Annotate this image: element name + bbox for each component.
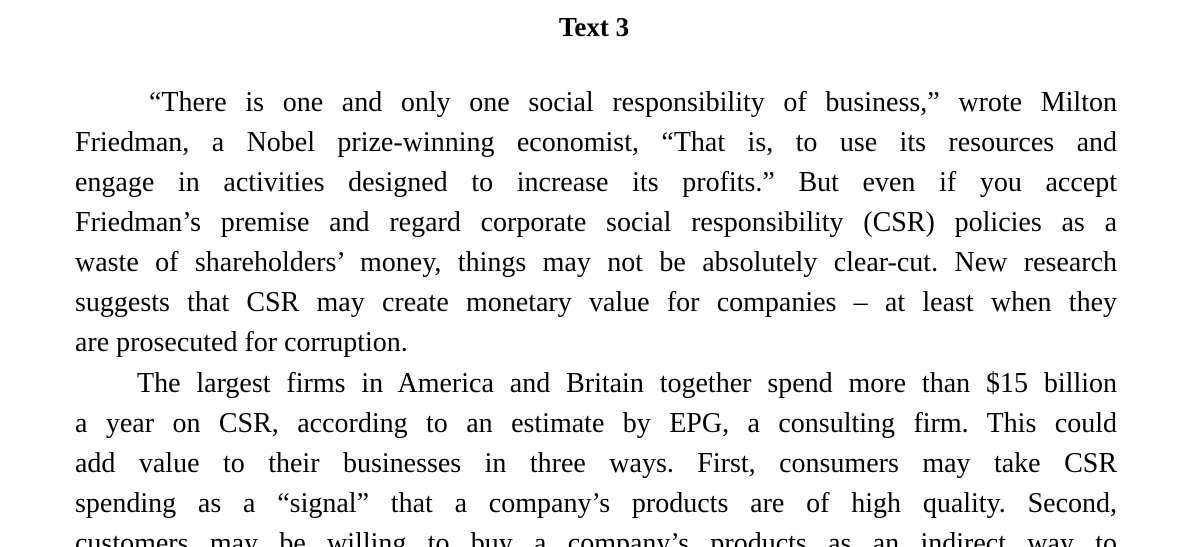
paragraph-2-line-5: customers may be willing to buy a compan…	[75, 528, 1117, 547]
paragraph-2-line-2: a year on CSR, according to an estimate …	[75, 408, 1117, 439]
paragraph-1-line-2: Friedman, a Nobel prize-winning economis…	[75, 127, 1117, 158]
paragraph-2-line-3: add value to their businesses in three w…	[75, 448, 1117, 479]
paragraph-1-line-7: are prosecuted for corruption.	[75, 327, 408, 358]
paragraph-1-line-1: “There is one and only one social respon…	[149, 87, 1117, 118]
paragraph-1-line-6: suggests that CSR may create monetary va…	[75, 287, 1117, 318]
paragraph-2-line-4: spending as a “signal” that a company’s …	[75, 488, 1117, 519]
paragraph-1-line-3: engage in activities designed to increas…	[75, 167, 1117, 198]
paragraph-2-line-1: The largest firms in America and Britain…	[137, 368, 1117, 399]
document-title: Text 3	[558, 12, 630, 42]
paragraph-1-line-4: Friedman’s premise and regard corporate …	[75, 207, 1117, 238]
paragraph-1-line-5: waste of shareholders’ money, things may…	[75, 247, 1117, 278]
